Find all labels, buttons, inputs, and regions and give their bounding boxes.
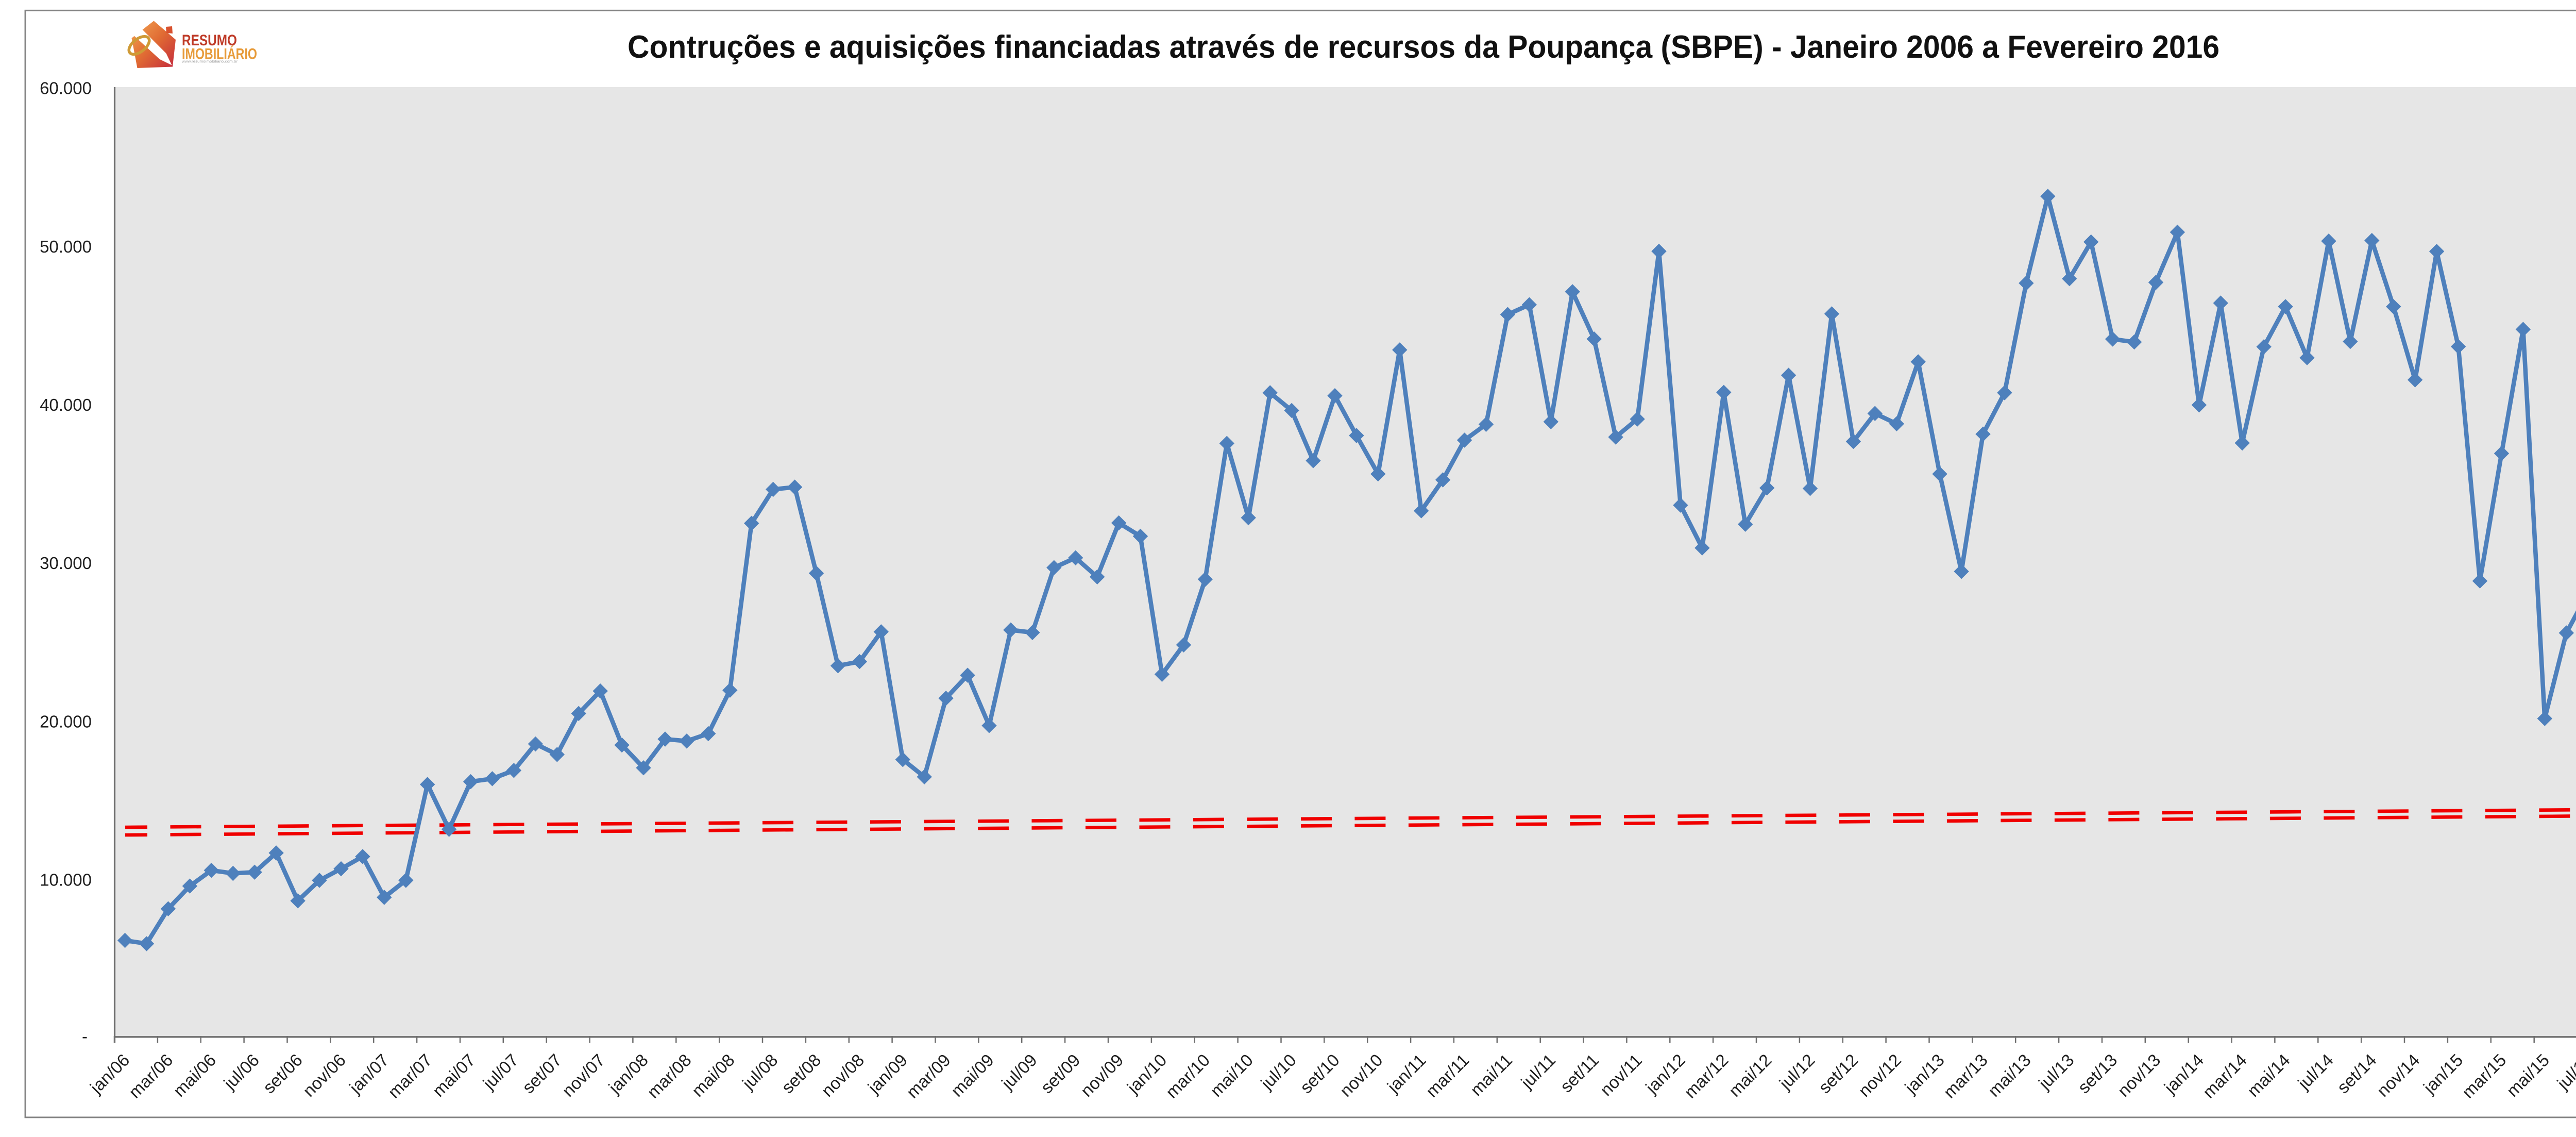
svg-text:10.000: 10.000 [40, 871, 92, 890]
svg-text:IMOBILIÁRIO: IMOBILIÁRIO [182, 45, 257, 63]
svg-text:RESUMO: RESUMO [182, 32, 237, 49]
svg-text:Contruções e aquisições financ: Contruções e aquisições financiadas atra… [628, 29, 2219, 65]
svg-text:50.000: 50.000 [40, 237, 92, 256]
svg-text:40.000: 40.000 [40, 395, 92, 414]
svg-text:-: - [82, 1027, 88, 1046]
svg-text:20.000: 20.000 [40, 712, 92, 731]
svg-text:30.000: 30.000 [40, 554, 92, 573]
svg-text:60.000: 60.000 [40, 79, 92, 98]
svg-text:www.resumoimobiliario.com.br: www.resumoimobiliario.com.br [181, 59, 238, 64]
